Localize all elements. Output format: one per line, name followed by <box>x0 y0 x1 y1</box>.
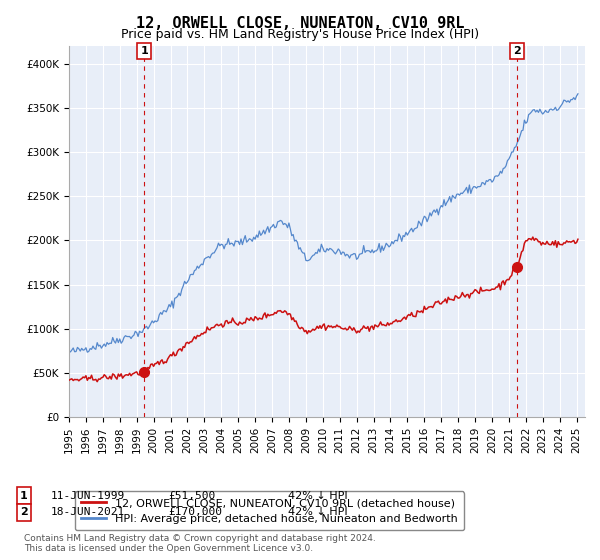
Text: 12, ORWELL CLOSE, NUNEATON, CV10 9RL: 12, ORWELL CLOSE, NUNEATON, CV10 9RL <box>136 16 464 31</box>
Text: £170,000: £170,000 <box>168 507 222 517</box>
Text: Price paid vs. HM Land Registry's House Price Index (HPI): Price paid vs. HM Land Registry's House … <box>121 28 479 41</box>
Text: £51,500: £51,500 <box>168 491 215 501</box>
Legend: 12, ORWELL CLOSE, NUNEATON, CV10 9RL (detached house), HPI: Average price, detac: 12, ORWELL CLOSE, NUNEATON, CV10 9RL (de… <box>74 492 464 530</box>
Text: Contains HM Land Registry data © Crown copyright and database right 2024.
This d: Contains HM Land Registry data © Crown c… <box>24 534 376 553</box>
Text: 42% ↓ HPI: 42% ↓ HPI <box>288 491 347 501</box>
Text: 2: 2 <box>20 507 28 517</box>
Text: 11-JUN-1999: 11-JUN-1999 <box>51 491 125 501</box>
Text: 18-JUN-2021: 18-JUN-2021 <box>51 507 125 517</box>
Text: 1: 1 <box>140 46 148 56</box>
Text: 2: 2 <box>513 46 521 56</box>
Text: 1: 1 <box>20 491 28 501</box>
Text: 42% ↓ HPI: 42% ↓ HPI <box>288 507 347 517</box>
